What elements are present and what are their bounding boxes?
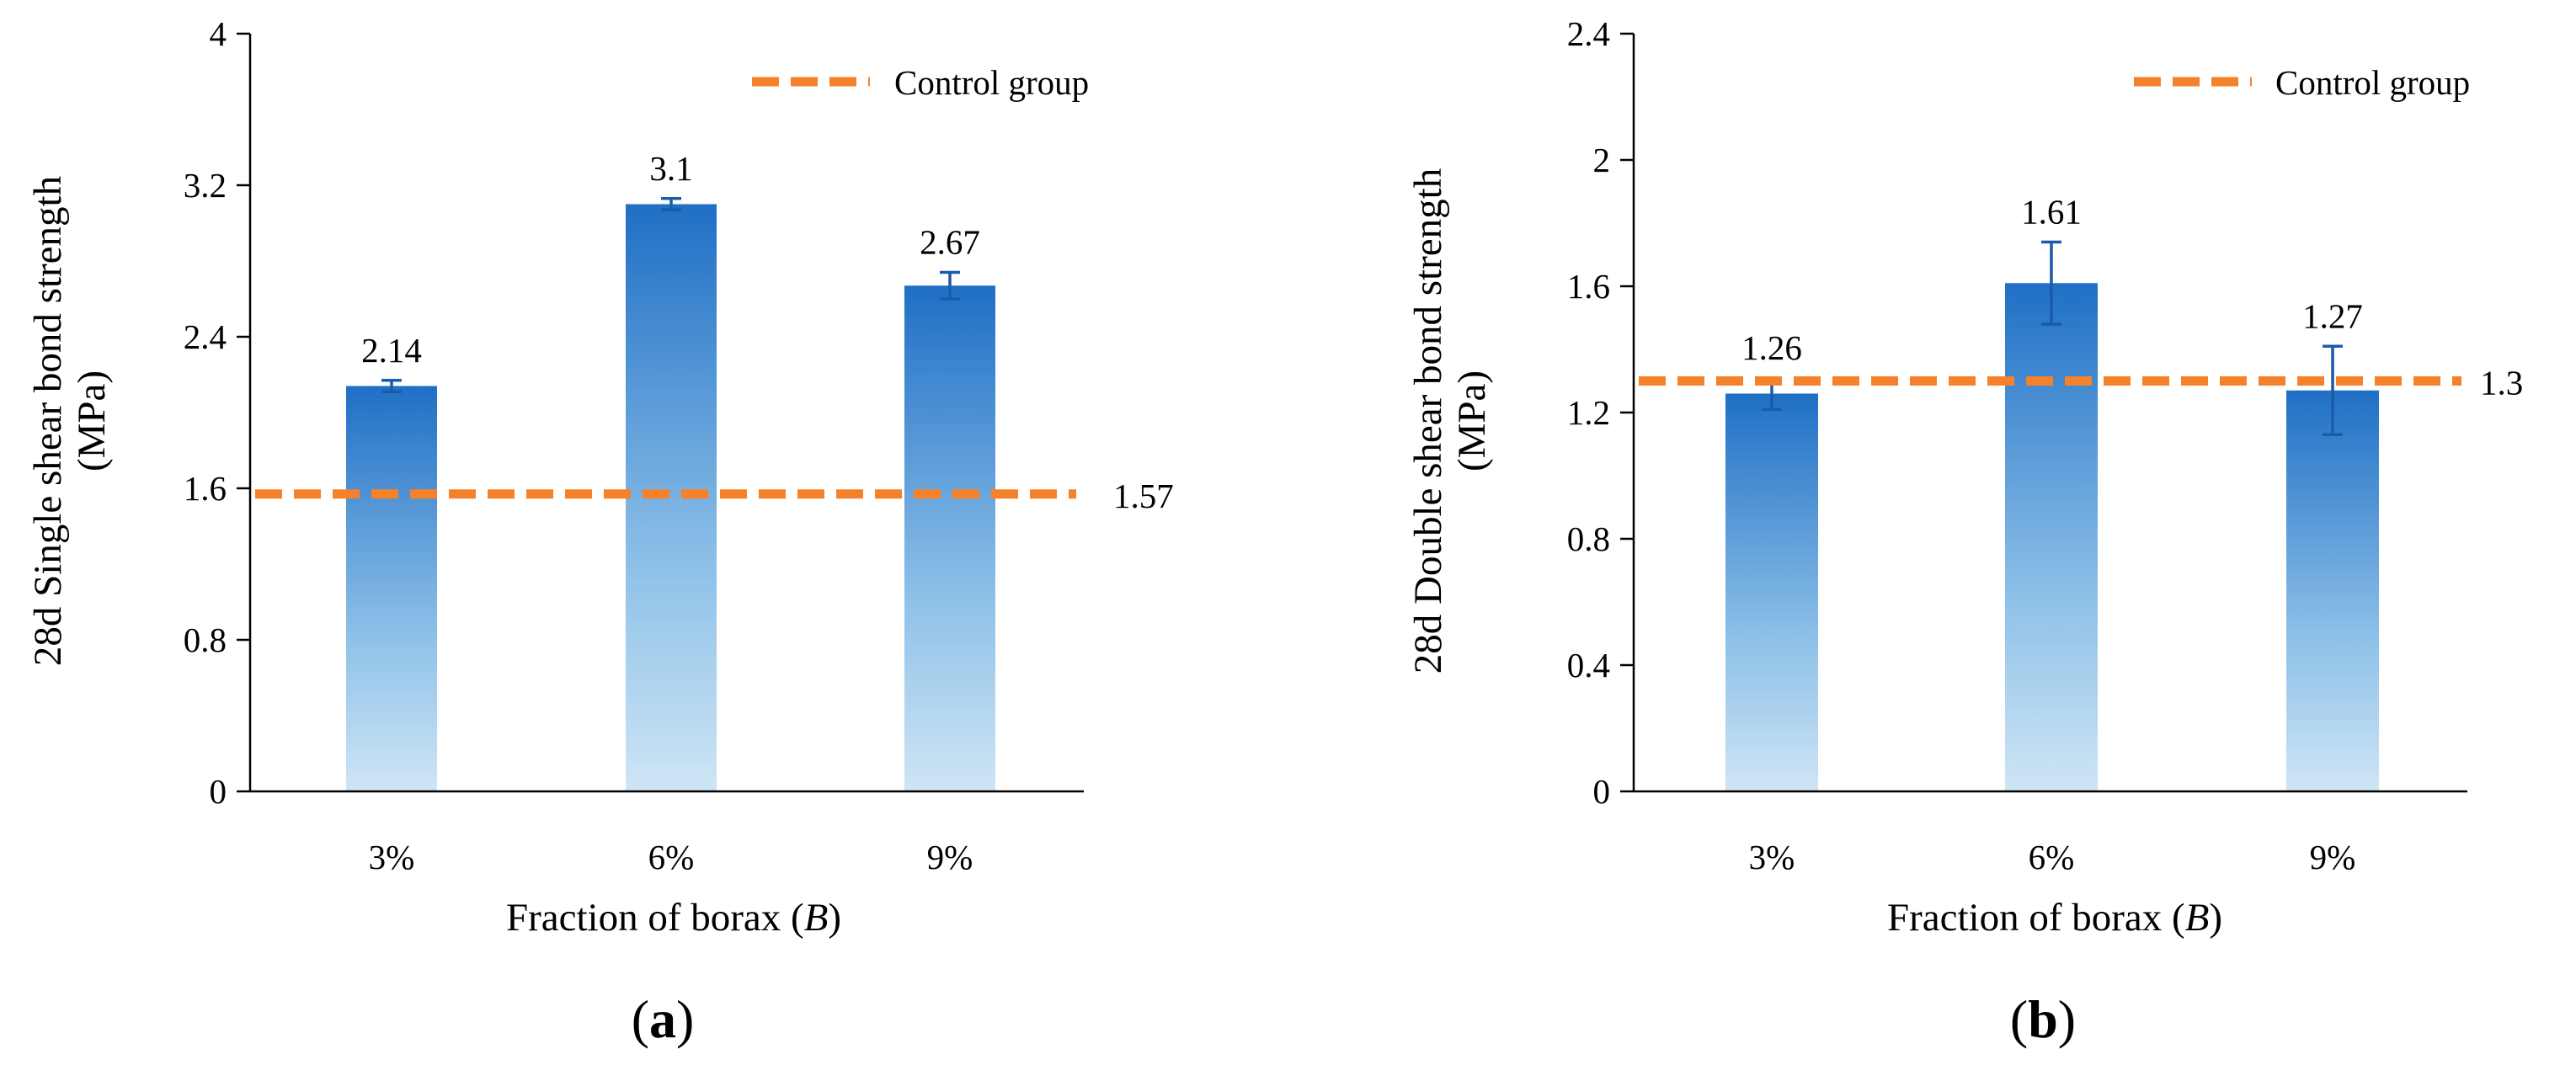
control-line-a: 1.57 [255, 477, 1174, 515]
legend-label-a: Control group [894, 63, 1089, 102]
control-value-label: 1.57 [1113, 477, 1174, 515]
x-tick-label: 3% [369, 838, 415, 876]
x-ticks-b: 3% 6% 9% [1749, 838, 2356, 876]
bar [904, 285, 995, 791]
y-tick-label: 0.8 [1567, 519, 1610, 558]
y-axis-label-a-line1: 28d Single shear bond strength [26, 176, 70, 666]
x-axis-label-a: Fraction of borax (B) [506, 896, 841, 940]
error-bar [661, 197, 681, 211]
chart-panel-b: 28d Double shear bond strength (MPa) 0 0.… [1406, 14, 2523, 1049]
legend-label-b: Control group [2275, 63, 2470, 102]
y-ticks-a: 0 0.8 1.6 2.4 3.2 4 [184, 14, 250, 811]
x-axis-label-b: Fraction of borax (B) [1887, 896, 2222, 940]
bar [2005, 283, 2098, 791]
bar [2286, 390, 2379, 791]
y-tick-label: 2.4 [1567, 14, 1610, 53]
x-tick-label: 9% [2310, 838, 2356, 876]
bar [1725, 393, 1818, 791]
x-tick-label: 6% [2029, 838, 2075, 876]
y-tick-label: 2 [1593, 141, 1611, 179]
axes-b [1632, 34, 2467, 793]
y-tick-label: 1.6 [184, 469, 227, 508]
y-tick-label: 0 [210, 772, 227, 811]
y-ticks-b: 0 0.4 0.8 1.2 1.6 2 2.4 [1567, 14, 1634, 811]
legend-a: Control group [752, 63, 1089, 102]
y-tick-label: 0 [1593, 772, 1611, 811]
control-line-b: 1.3 [1639, 364, 2523, 402]
data-label: 1.61 [2021, 193, 2082, 232]
y-axis-label-b-line1: 28d Double shear bond strength [1406, 168, 1450, 674]
data-label: 1.26 [1741, 328, 1802, 367]
y-axis-label-a-line2: (MPa) [70, 370, 114, 471]
data-label: 3.1 [649, 149, 692, 188]
bars-a: 2.14 3.1 2.67 [346, 149, 995, 791]
data-label: 1.27 [2302, 296, 2363, 335]
x-ticks-a: 3% 6% 9% [369, 838, 973, 876]
bar [346, 386, 437, 791]
y-tick-label: 2.4 [184, 317, 227, 356]
y-tick-label: 0.8 [184, 620, 227, 659]
y-tick-label: 0.4 [1567, 646, 1610, 684]
y-tick-label: 1.2 [1567, 393, 1610, 432]
y-axis-label-b-line2: (MPa) [1450, 370, 1494, 471]
error-bar [940, 270, 960, 301]
x-tick-label: 3% [1749, 838, 1795, 876]
y-tick-label: 1.6 [1567, 267, 1610, 306]
y-tick-label: 3.2 [184, 166, 227, 205]
data-label: 2.14 [361, 331, 422, 370]
x-tick-label: 6% [648, 838, 695, 876]
error-bar [381, 379, 402, 393]
axes-a [248, 34, 1084, 793]
bars-b: 1.26 1.61 1.27 [1725, 193, 2379, 791]
control-value-label: 1.3 [2480, 364, 2523, 402]
legend-b: Control group [2134, 63, 2470, 102]
y-tick-label: 4 [210, 14, 227, 53]
data-label: 2.67 [920, 223, 980, 262]
panel-label-a: (a) [632, 989, 695, 1049]
error-bar [2323, 344, 2343, 436]
chart-panel-a: 28d Single shear bond strength (MPa) 0 0.… [26, 14, 1174, 1049]
panel-label-b: (b) [2010, 989, 2076, 1049]
x-tick-label: 9% [927, 838, 973, 876]
error-bar [2041, 240, 2061, 326]
